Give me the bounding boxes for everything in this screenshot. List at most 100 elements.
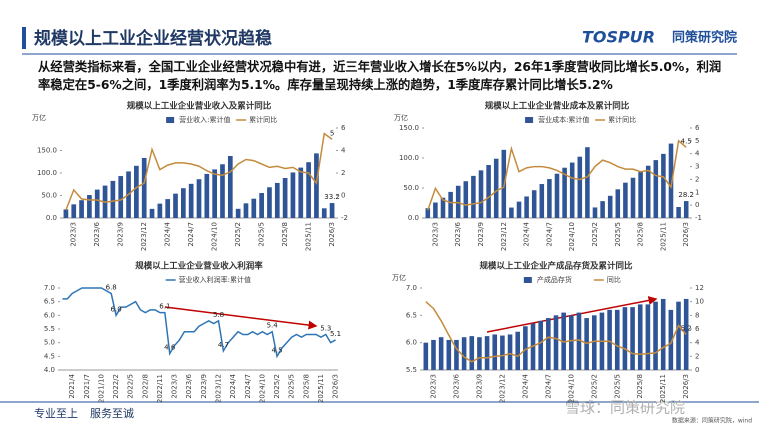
y-tick-label: 6	[695, 325, 700, 333]
y-axis-unit: 万亿	[392, 273, 406, 282]
x-tick-label: 2023/6	[185, 373, 193, 398]
bar	[683, 201, 689, 218]
bar	[553, 315, 559, 370]
data-label: 6.1	[159, 303, 170, 311]
x-tick-label: 2024/4	[164, 221, 172, 246]
chart-title: 规模以上工业企业营业收入及累计同比	[127, 101, 272, 112]
bar	[569, 162, 575, 218]
bar	[554, 173, 560, 218]
bar	[585, 147, 590, 218]
logo-en: TOSPUR	[582, 28, 655, 47]
x-tick-label: 2023/12	[500, 222, 508, 251]
y-tick-label: 6	[341, 124, 346, 132]
bar	[94, 189, 100, 218]
y-tick-label: 5.0	[44, 339, 55, 347]
data-label: 6.0	[111, 305, 122, 313]
bar	[668, 143, 674, 218]
y-tick-label: 150.0	[399, 124, 419, 132]
x-tick-label: 2022/2	[112, 374, 120, 399]
bar	[484, 336, 490, 370]
y-tick-label: 0.0	[408, 214, 419, 222]
bar	[645, 165, 651, 218]
bar	[274, 182, 280, 218]
bar	[523, 326, 528, 370]
data-label: 4.7	[218, 341, 229, 349]
bar	[492, 334, 498, 370]
x-tick-label: 2021/10	[97, 374, 105, 403]
y-tick-label: 6.0	[406, 339, 417, 347]
bar	[509, 207, 514, 218]
x-tick-label: 2026/3	[328, 222, 336, 247]
bar	[471, 175, 476, 218]
line	[62, 287, 336, 359]
y-tick-label: 4.5	[44, 352, 55, 360]
y-tick-label: 8	[695, 311, 699, 319]
bar	[298, 167, 304, 218]
x-tick-label: 2023/12	[215, 374, 223, 403]
y-tick-label: 6.0	[44, 311, 55, 319]
bar	[507, 334, 513, 370]
y-tick-label: 3	[695, 163, 699, 171]
legend-label: 累计同比	[249, 115, 277, 124]
data-label: 5.8	[213, 311, 224, 319]
x-tick-label: 2024/4	[523, 221, 531, 246]
bar	[306, 162, 311, 218]
bar	[661, 153, 666, 218]
bar	[486, 165, 491, 218]
bar	[638, 172, 643, 218]
x-tick-label: 2024/7	[544, 374, 552, 399]
bar	[440, 197, 446, 218]
bar	[220, 164, 225, 218]
bar	[600, 201, 605, 218]
legend-label: 营业收入利润率:累计值	[179, 275, 251, 284]
x-tick-label: 2023/9	[117, 222, 125, 247]
y-tick-label: 0.0	[46, 214, 57, 222]
bar	[243, 203, 249, 218]
chart-title: 规模以上工业企业产成品存货及累计同比	[479, 261, 633, 272]
legend-label: 累计同比	[608, 115, 636, 124]
y-tick-label: 10	[695, 298, 704, 306]
x-tick-label: 2022/11	[156, 374, 164, 403]
bar	[461, 337, 467, 370]
bar	[547, 179, 552, 218]
bar	[423, 342, 429, 370]
y-tick-label: 6.5	[406, 311, 417, 319]
data-label: 4.5	[681, 137, 692, 145]
data-label: 4.5	[271, 346, 282, 354]
bar	[321, 208, 327, 218]
data-label: 5.3	[320, 324, 331, 332]
x-tick-label: 2023/6	[452, 373, 460, 398]
y-axis-unit: 万亿	[32, 113, 46, 122]
title-accent	[22, 27, 26, 49]
y-tick-label: 4	[341, 147, 346, 155]
y-tick-label: 6	[695, 124, 700, 132]
y-tick-label: 0	[695, 201, 699, 209]
y-tick-label: 12	[695, 284, 704, 292]
bar	[477, 337, 482, 370]
data-label: 5.2	[681, 324, 692, 332]
x-tick-label: 2025/2	[591, 222, 599, 247]
y-tick-label: 5	[695, 137, 699, 145]
x-tick-label: 2024/10	[568, 222, 576, 251]
x-tick-label: 2025/5	[258, 222, 266, 247]
bar	[118, 176, 124, 218]
bar	[259, 193, 264, 218]
bar	[538, 320, 543, 370]
bar	[645, 304, 651, 370]
y-tick-label: 0	[341, 192, 345, 200]
data-label: 5.1	[330, 330, 341, 338]
bar	[615, 189, 621, 218]
x-tick-label: 2023/3	[70, 222, 78, 247]
x-tick-label: 2025/2	[590, 374, 598, 399]
x-tick-label: 2025/2	[234, 222, 242, 247]
bar	[515, 331, 521, 370]
x-tick-label: 2023/3	[431, 222, 439, 247]
bar	[592, 207, 598, 218]
bar	[134, 165, 139, 218]
x-tick-label: 2026/3	[682, 374, 690, 399]
y-tick-label: -2	[341, 214, 348, 222]
bar	[204, 173, 210, 218]
x-tick-label: 2024/10	[567, 374, 575, 403]
bar	[676, 207, 681, 218]
